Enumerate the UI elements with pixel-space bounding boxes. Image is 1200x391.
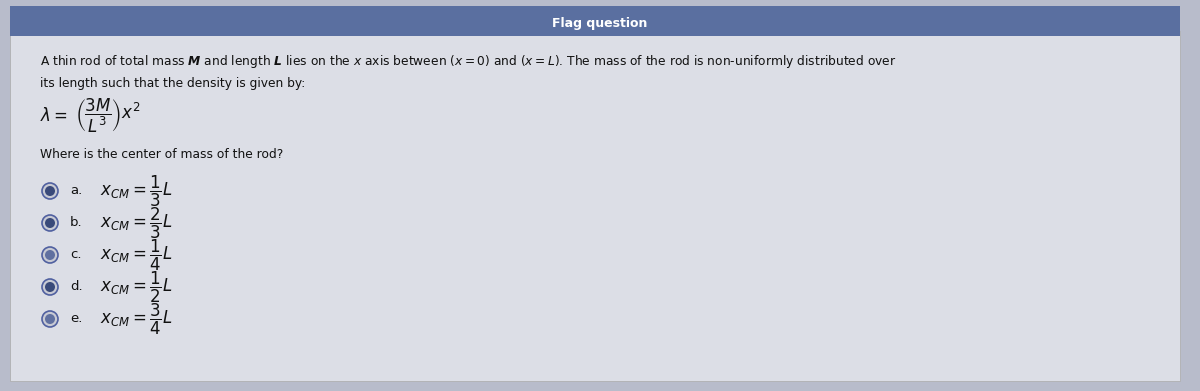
- Circle shape: [46, 314, 55, 324]
- Text: $x_{CM} = \dfrac{3}{4}L$: $x_{CM} = \dfrac{3}{4}L$: [100, 301, 173, 337]
- Text: b.: b.: [70, 217, 83, 230]
- Text: Where is the center of mass of the rod?: Where is the center of mass of the rod?: [40, 149, 283, 161]
- Circle shape: [42, 311, 58, 327]
- Circle shape: [46, 218, 55, 228]
- Circle shape: [42, 247, 58, 263]
- Text: $x_{CM} = \dfrac{2}{3}L$: $x_{CM} = \dfrac{2}{3}L$: [100, 205, 173, 240]
- Text: $x_{CM} = \dfrac{1}{3}L$: $x_{CM} = \dfrac{1}{3}L$: [100, 173, 173, 209]
- Circle shape: [46, 250, 55, 260]
- Text: $\left(\dfrac{3M}{L^3}\right)x^2$: $\left(\dfrac{3M}{L^3}\right)x^2$: [74, 97, 140, 135]
- Text: c.: c.: [70, 249, 82, 262]
- Text: Flag question: Flag question: [552, 16, 648, 29]
- Text: e.: e.: [70, 312, 83, 325]
- Circle shape: [42, 279, 58, 295]
- Text: $x_{CM} = \dfrac{1}{2}L$: $x_{CM} = \dfrac{1}{2}L$: [100, 269, 173, 305]
- Text: A thin rod of total mass $\boldsymbol{M}$ and length $\boldsymbol{L}$ lies on th: A thin rod of total mass $\boldsymbol{M}…: [40, 52, 896, 70]
- Circle shape: [46, 186, 55, 196]
- Text: d.: d.: [70, 280, 83, 294]
- Circle shape: [42, 183, 58, 199]
- FancyBboxPatch shape: [10, 6, 1180, 36]
- Circle shape: [46, 282, 55, 292]
- Text: a.: a.: [70, 185, 83, 197]
- Circle shape: [42, 215, 58, 231]
- FancyBboxPatch shape: [10, 31, 1180, 381]
- Text: its length such that the density is given by:: its length such that the density is give…: [40, 77, 305, 90]
- Text: $\lambda=$: $\lambda=$: [40, 107, 68, 125]
- Text: $x_{CM} = \dfrac{1}{4}L$: $x_{CM} = \dfrac{1}{4}L$: [100, 237, 173, 273]
